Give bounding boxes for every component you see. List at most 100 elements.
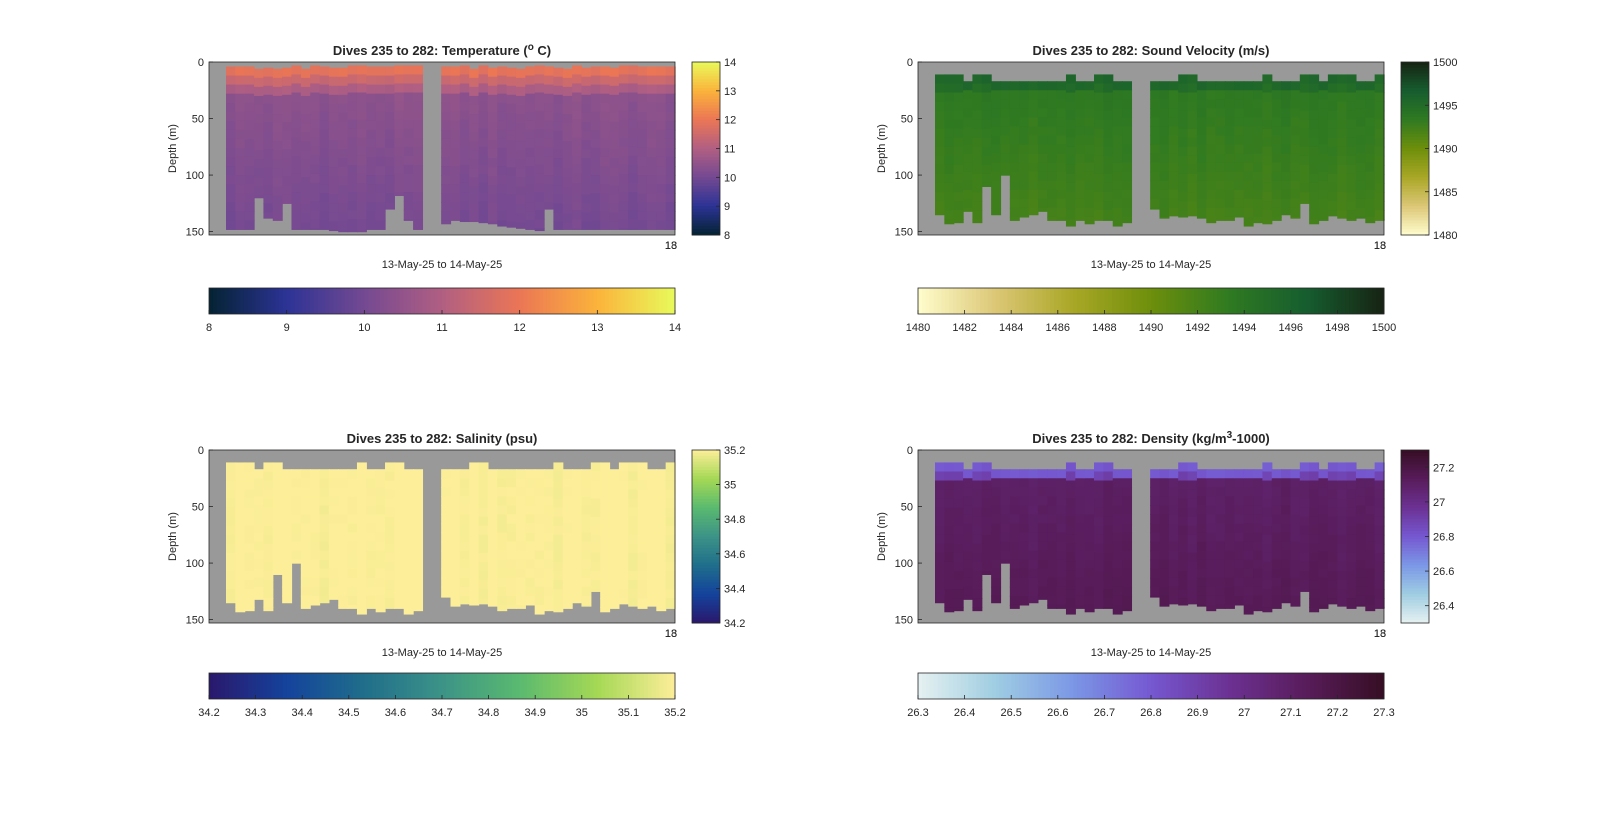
data-cell xyxy=(310,505,321,516)
colorbar-horizontal-swatch xyxy=(212,288,218,314)
colorbar-vertical-swatch xyxy=(692,550,720,555)
data-cell xyxy=(646,586,657,597)
colorbar-horizontal-swatch xyxy=(527,673,532,699)
data-cell xyxy=(1318,180,1329,191)
data-cell xyxy=(935,92,945,103)
colorbar-vertical-swatch xyxy=(692,203,720,207)
data-cell xyxy=(347,173,358,184)
data-cell xyxy=(1150,541,1161,552)
colorbar-horizontal-swatch xyxy=(566,673,571,699)
data-cell xyxy=(572,541,583,552)
data-cell xyxy=(291,83,302,94)
data-cell xyxy=(972,589,983,599)
colorbar-horizontal-swatch xyxy=(1057,673,1063,699)
colorbar-horizontal-swatch xyxy=(1255,288,1261,314)
data-cell xyxy=(375,93,386,104)
data-cell xyxy=(991,595,1002,604)
data-cell xyxy=(506,505,517,516)
data-cell xyxy=(1346,201,1357,211)
colorbar-horizontal-swatch xyxy=(1116,673,1121,699)
colorbar-horizontal-swatch xyxy=(410,288,416,314)
data-cell xyxy=(665,552,676,563)
colorbar-horizontal-swatch xyxy=(647,673,653,699)
data-cell xyxy=(459,83,470,94)
colorbar-vertical-swatch xyxy=(1401,197,1429,201)
data-cell xyxy=(1253,189,1263,200)
data-cell xyxy=(1065,498,1076,509)
data-cell xyxy=(991,541,1002,552)
data-cell xyxy=(413,469,424,479)
data-cell xyxy=(1150,162,1161,173)
data-cell xyxy=(553,67,564,78)
data-cell xyxy=(1150,135,1161,146)
data-cell xyxy=(935,173,945,184)
data-cell xyxy=(562,68,573,79)
data-cell xyxy=(628,598,639,607)
data-cell xyxy=(553,140,564,150)
data-cell xyxy=(1028,90,1039,100)
data-cell xyxy=(525,156,536,167)
colorbar-horizontal-swatch xyxy=(1178,288,1183,314)
data-cell xyxy=(953,607,964,612)
data-cell xyxy=(450,478,461,488)
data-cell xyxy=(1009,505,1020,516)
data-cell xyxy=(590,525,601,536)
colorbar-horizontal-swatch xyxy=(228,288,233,314)
data-cell xyxy=(581,185,592,195)
data-cell xyxy=(1000,153,1011,164)
data-cell xyxy=(413,128,424,139)
data-cell xyxy=(1094,119,1104,130)
data-cell xyxy=(1009,595,1020,606)
data-cell xyxy=(637,462,648,473)
colorbar-horizontal-swatch xyxy=(531,288,536,314)
data-cell xyxy=(972,580,983,590)
data-cell xyxy=(394,92,405,103)
colorbar-vertical-swatch xyxy=(1401,157,1429,161)
data-cell xyxy=(1187,101,1198,112)
data-cell xyxy=(600,129,611,140)
data-cell xyxy=(244,211,255,221)
data-cell xyxy=(562,586,573,597)
data-cell xyxy=(963,514,974,525)
data-cell xyxy=(1178,92,1189,103)
data-cell xyxy=(1309,598,1320,608)
data-cell xyxy=(1122,189,1133,200)
data-cell xyxy=(1094,570,1104,581)
data-cell xyxy=(469,462,480,473)
data-cell xyxy=(291,164,302,175)
data-cell xyxy=(1187,543,1198,554)
data-cell xyxy=(572,210,583,220)
data-cell xyxy=(534,128,545,139)
data-cell xyxy=(600,589,611,599)
data-cell xyxy=(1009,487,1020,497)
data-cell xyxy=(944,480,955,491)
data-cell xyxy=(1309,128,1320,139)
data-cell xyxy=(478,74,489,85)
data-cell xyxy=(1168,478,1179,488)
data-cell xyxy=(515,168,526,178)
data-cell xyxy=(441,175,452,185)
data-cell xyxy=(356,146,367,157)
data-cell xyxy=(1262,543,1273,554)
data-cell xyxy=(953,128,964,139)
data-cell xyxy=(385,543,395,554)
data-cell xyxy=(665,202,676,212)
colorbar-horizontal-swatch xyxy=(655,288,660,314)
data-cell xyxy=(310,128,321,139)
data-cell xyxy=(1234,171,1245,182)
data-cell xyxy=(450,93,461,104)
colorbar-horizontal-swatch xyxy=(1298,288,1303,314)
data-cell xyxy=(1028,577,1039,588)
data-cell xyxy=(291,523,302,534)
data-cell xyxy=(618,598,629,605)
colorbar-horizontal-swatch xyxy=(1007,288,1012,314)
data-cell xyxy=(1000,171,1011,176)
data-cell xyxy=(1187,471,1198,482)
colorbar-horizontal-swatch xyxy=(1364,673,1369,699)
colorbar-horizontal-swatch xyxy=(348,673,354,699)
data-cell xyxy=(1159,108,1170,119)
data-cell xyxy=(1094,101,1104,112)
data-cell xyxy=(1337,101,1348,112)
data-cell xyxy=(665,570,676,581)
data-cell xyxy=(1075,523,1086,534)
